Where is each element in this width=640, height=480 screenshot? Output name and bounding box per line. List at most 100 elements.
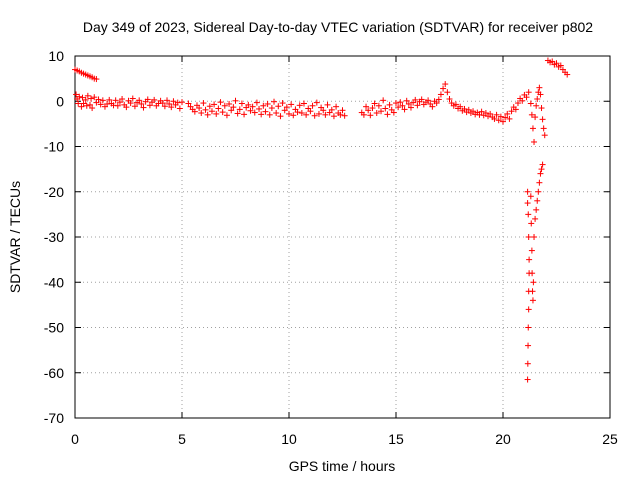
data-point	[493, 111, 500, 118]
data-point	[525, 234, 532, 240]
data-point	[234, 110, 241, 117]
data-point	[200, 100, 207, 107]
x-tick-label: 25	[602, 431, 618, 447]
data-point	[76, 93, 83, 100]
data-point	[527, 100, 534, 107]
data-point	[116, 99, 123, 106]
data-point	[465, 106, 472, 113]
data-point	[429, 103, 436, 110]
data-point	[204, 111, 211, 118]
data-point	[315, 110, 322, 117]
data-point	[519, 97, 526, 104]
data-point	[138, 100, 145, 107]
data-point	[208, 108, 215, 115]
data-point	[170, 98, 177, 105]
data-point	[502, 114, 509, 121]
data-point	[523, 94, 530, 101]
data-point	[123, 104, 130, 111]
data-point	[395, 104, 402, 111]
data-point	[500, 118, 506, 125]
data-point	[202, 106, 209, 113]
data-point	[539, 116, 546, 123]
data-point	[470, 108, 477, 115]
data-point	[452, 101, 459, 108]
x-tick-label: 0	[71, 431, 79, 447]
data-point	[185, 100, 192, 107]
data-point	[73, 91, 80, 98]
data-point	[206, 103, 213, 110]
data-point	[487, 110, 494, 117]
data-point	[557, 62, 564, 69]
data-point	[307, 108, 314, 115]
data-point	[514, 100, 521, 107]
data-point	[534, 197, 541, 204]
data-point	[296, 102, 303, 109]
data-point	[253, 99, 260, 106]
data-point	[414, 102, 421, 109]
data-point	[363, 103, 370, 110]
data-point	[403, 97, 410, 104]
data-point	[539, 161, 546, 168]
data-point	[524, 188, 531, 195]
x-tick-label: 20	[495, 431, 511, 447]
data-point	[373, 110, 380, 117]
data-point	[407, 104, 414, 111]
data-point	[538, 105, 545, 112]
data-point	[84, 92, 91, 99]
data-point	[238, 100, 245, 107]
data-point	[393, 100, 399, 107]
data-point	[260, 102, 267, 109]
data-point	[397, 99, 404, 106]
data-point	[540, 125, 547, 132]
data-point	[294, 109, 301, 116]
y-tick-label: -50	[44, 320, 64, 336]
data-point	[230, 104, 237, 111]
data-point	[80, 100, 87, 107]
data-point	[86, 101, 93, 108]
data-point	[549, 58, 556, 65]
data-point	[527, 193, 534, 200]
data-point	[497, 113, 504, 120]
data-point	[538, 166, 545, 173]
data-point	[425, 97, 432, 104]
data-point	[311, 112, 318, 119]
data-point	[530, 279, 537, 286]
y-tick-label: 10	[48, 48, 64, 64]
data-point	[95, 96, 102, 103]
data-point	[228, 107, 235, 114]
data-point	[213, 110, 220, 117]
data-point	[300, 100, 307, 107]
x-tick-label: 15	[388, 431, 404, 447]
data-point	[223, 112, 230, 119]
data-point	[127, 100, 134, 107]
y-tick-label: 0	[56, 93, 64, 109]
data-point	[401, 106, 408, 113]
data-point	[320, 107, 327, 114]
data-point	[303, 111, 310, 118]
data-point	[75, 100, 82, 107]
data-point	[341, 112, 348, 119]
data-point	[531, 234, 538, 240]
data-point	[241, 111, 248, 118]
data-point	[247, 107, 254, 114]
data-point	[524, 376, 531, 383]
data-point	[533, 102, 540, 109]
data-point	[529, 297, 536, 304]
data-point	[136, 97, 143, 104]
data-point	[442, 81, 449, 88]
data-point	[298, 110, 305, 117]
data-point	[221, 102, 228, 109]
data-point	[226, 100, 233, 107]
data-point	[528, 220, 535, 227]
data-point	[440, 85, 447, 92]
data-point	[114, 102, 121, 109]
data-point	[369, 105, 376, 112]
data-point	[495, 117, 502, 124]
y-tick-label: -30	[44, 229, 64, 245]
data-point	[219, 109, 226, 116]
data-point	[339, 107, 346, 114]
data-point	[506, 115, 513, 122]
data-point	[271, 98, 278, 105]
data-point	[151, 96, 158, 103]
data-point	[290, 112, 297, 119]
